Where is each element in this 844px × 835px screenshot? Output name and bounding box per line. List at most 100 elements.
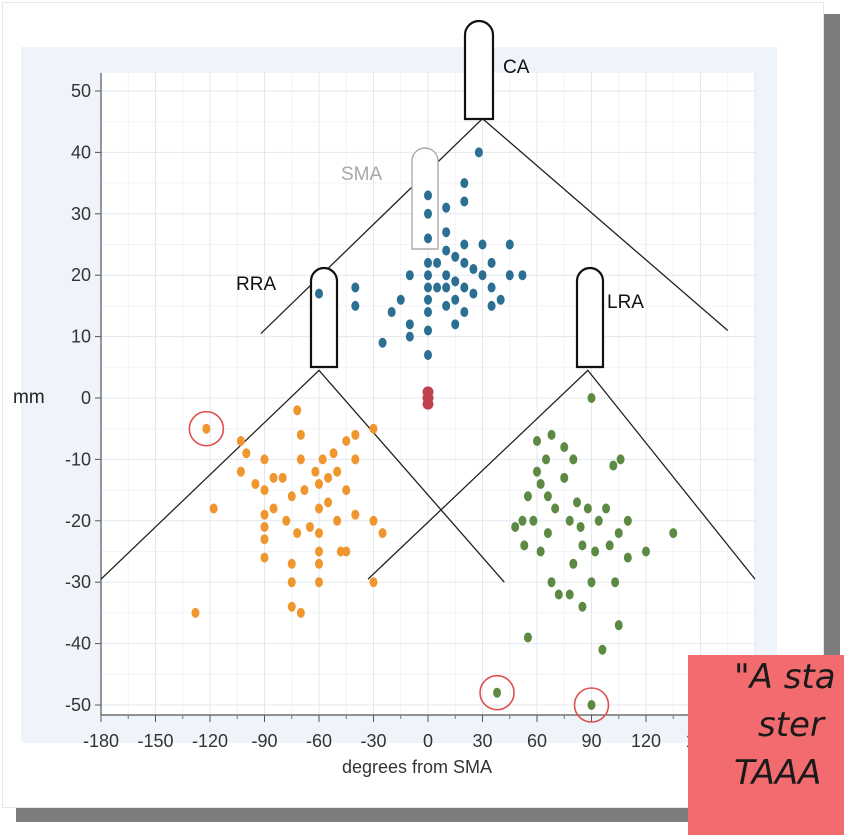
data-point-ca [487, 300, 496, 311]
data-point-lra [623, 515, 632, 526]
data-point-ca [451, 276, 460, 287]
data-point-lra [565, 589, 574, 600]
data-point-ca [460, 239, 469, 250]
data-point-lra [554, 589, 563, 600]
data-point-lra [602, 503, 611, 514]
data-point-rra [269, 503, 278, 514]
data-point-ca [442, 270, 451, 281]
data-point-lra [518, 515, 527, 526]
data-point-ca [424, 270, 432, 281]
data-point-lra [591, 546, 600, 557]
data-point-ca [478, 270, 487, 281]
data-point-rra [296, 454, 305, 465]
data-point-lra [547, 429, 556, 440]
data-point-lra [583, 503, 592, 514]
data-point-lra [565, 515, 574, 526]
lra-cone [367, 369, 756, 580]
data-point-rra [260, 454, 269, 465]
data-point-rra [351, 429, 360, 440]
data-point-rra [260, 552, 269, 563]
data-point-rra [369, 577, 378, 588]
rra-vessel-icon [309, 266, 339, 369]
data-point-rra [236, 466, 245, 477]
x-tick-label: 30 [472, 731, 492, 751]
data-point-rra [342, 435, 351, 446]
outlier-highlight-circle [573, 687, 610, 723]
data-point-rra [351, 509, 360, 520]
data-point-rra [287, 491, 296, 502]
data-point-ca [451, 319, 460, 330]
data-point-rra [342, 485, 351, 496]
data-point-ca [315, 288, 323, 299]
x-tick-label: -120 [192, 731, 228, 751]
data-point-lra [569, 454, 578, 465]
data-point-ca [424, 257, 432, 268]
data-point-ca [460, 282, 469, 293]
x-tick-label: 120 [631, 731, 661, 751]
outlier-highlight-circle [479, 674, 515, 711]
x-axis-label: degrees from SMA [342, 757, 492, 777]
y-axis-label: mm [13, 387, 45, 408]
y-tick-label: 0 [81, 388, 91, 408]
data-point-rra [287, 577, 296, 588]
data-point-lra [533, 435, 541, 446]
quote-line-3: TAAA [734, 753, 822, 793]
data-point-lra [614, 528, 623, 539]
data-point-ca [396, 294, 405, 305]
data-point-rra [296, 607, 305, 618]
data-point-ca [424, 233, 432, 244]
data-point-ca [487, 282, 496, 293]
data-point-ca [469, 288, 478, 299]
data-point-ca [433, 282, 442, 293]
data-point-lra [598, 644, 607, 655]
data-point-ca [442, 300, 451, 311]
ca-vessel-icon [463, 19, 495, 121]
data-point-lra [551, 503, 560, 514]
data-point-ca [442, 245, 451, 256]
data-point-ca [460, 196, 469, 207]
data-point-lra [605, 540, 614, 551]
rra-cone [100, 369, 505, 583]
data-point-rra [293, 528, 302, 539]
data-point-rra [236, 435, 245, 446]
data-point-ca [424, 294, 432, 305]
x-tick-label: 60 [527, 731, 547, 751]
data-point-ca [451, 251, 460, 262]
data-point-ca [478, 239, 487, 250]
data-point-lra [511, 521, 520, 532]
data-point-rra [287, 601, 296, 612]
x-tick-label: -60 [306, 731, 332, 751]
data-point-lra [669, 528, 678, 539]
data-point-rra [287, 558, 296, 569]
y-tick-label: -30 [65, 572, 91, 592]
y-tick-label: -20 [65, 511, 91, 531]
data-point-lra [614, 620, 623, 631]
data-point-rra [278, 472, 287, 483]
data-point-ca [451, 294, 460, 305]
data-point-lra [560, 442, 569, 453]
data-point-ca [460, 178, 469, 189]
data-point-rra [315, 558, 323, 569]
y-tick-label: -10 [65, 449, 91, 469]
scatter-chart: -50 -40 -30 -20 -10 0 10 20 30 40 50 -180 -150 -120 -9… [13, 19, 777, 777]
data-point-lra [529, 515, 538, 526]
data-point-rra [311, 466, 320, 477]
data-point-ca [442, 227, 451, 238]
data-point-lra [569, 558, 578, 569]
data-point-rra [242, 448, 251, 459]
data-point-lra [493, 687, 502, 698]
data-point-rra [351, 454, 360, 465]
data-point-ca [351, 300, 360, 311]
data-point-rra [329, 448, 338, 459]
data-point-ca [424, 350, 432, 361]
data-point-lra [642, 546, 650, 557]
data-point-lra [547, 577, 556, 588]
y-tick-label: -40 [65, 634, 91, 654]
quote-callout: "A sta ster TAAA [688, 655, 844, 835]
y-tick-label: 10 [71, 327, 91, 347]
data-point-ca [442, 282, 451, 293]
y-tick-label: -50 [65, 695, 91, 715]
outlier-highlight-circle [188, 410, 225, 447]
data-point-ca [518, 270, 527, 281]
data-point-ca [424, 190, 432, 201]
